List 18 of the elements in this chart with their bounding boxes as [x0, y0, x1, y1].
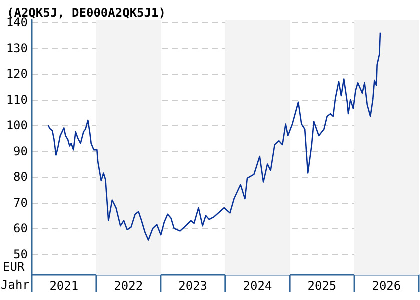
- y-tick-label: 70: [14, 196, 28, 210]
- x-tick-label: 2026: [372, 279, 402, 293]
- y-axis-title: EUR: [3, 260, 26, 274]
- y-tick-label: 80: [14, 170, 28, 184]
- x-tick-label: 2024: [243, 279, 272, 293]
- y-tick-label: 60: [14, 222, 28, 236]
- y-tick-label: 130: [6, 41, 28, 56]
- y-tick-label: 110: [6, 92, 28, 107]
- x-axis-title: Jahr: [1, 278, 30, 292]
- line-series: [48, 32, 382, 241]
- x-tick-label: 2023: [178, 279, 208, 293]
- x-tick-label: 2025: [308, 279, 337, 293]
- x-tick-label: 2022: [114, 279, 144, 293]
- y-tick-label: 100: [6, 118, 28, 133]
- x-tick-label: 2021: [50, 279, 79, 293]
- y-tick-label: 90: [14, 144, 28, 158]
- y-tick-label: 120: [6, 67, 28, 82]
- y-tick-label: 50: [14, 247, 28, 262]
